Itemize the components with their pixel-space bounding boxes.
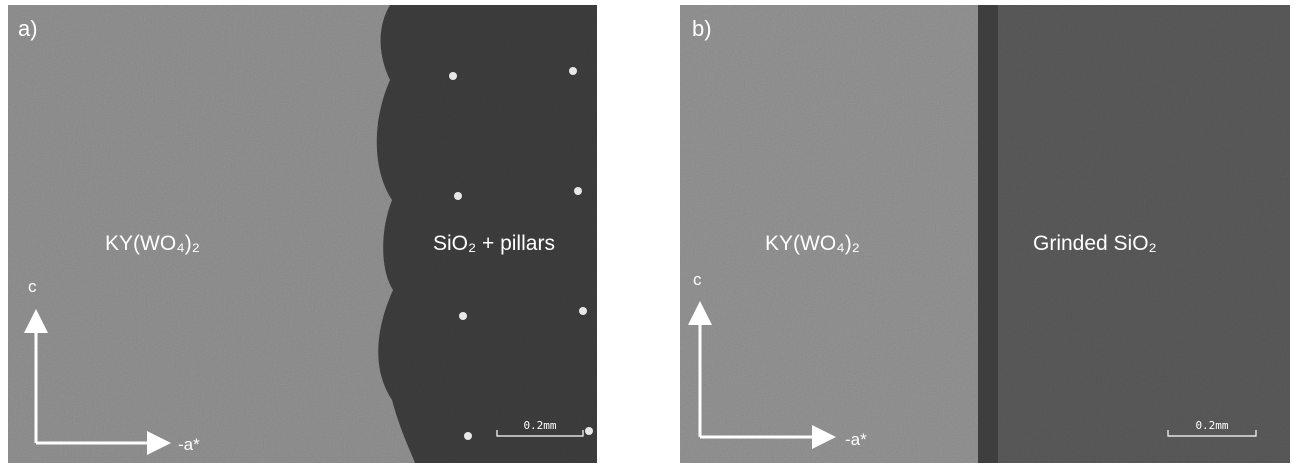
panel-a: a) KY(WO₄)₂ SiO₂ + pillars c -a* 0.2mm bbox=[8, 5, 597, 463]
region-label: KY(WO₄)₂ bbox=[765, 232, 860, 255]
axis-label: c bbox=[693, 270, 702, 289]
scale-bar-label: 0.2mm bbox=[523, 419, 556, 432]
axis-label: -a* bbox=[845, 430, 867, 449]
axis-label: -a* bbox=[178, 435, 200, 454]
figure: a) KY(WO₄)₂ SiO₂ + pillars c -a* 0.2mm b… bbox=[0, 0, 1294, 465]
panel-b: b) KY(WO₄)₂ Grinded SiO₂ c -a* 0.2mm bbox=[680, 5, 1290, 463]
axis-label: c bbox=[28, 277, 37, 296]
scale-bar-label: 0.2mm bbox=[1195, 419, 1228, 432]
interface bbox=[978, 5, 1000, 463]
panel-label: a) bbox=[18, 16, 38, 41]
region-label: Grinded SiO₂ bbox=[1033, 232, 1157, 255]
panel-label: b) bbox=[692, 16, 712, 41]
region-label: SiO₂ + pillars bbox=[433, 232, 555, 255]
region-label: KY(WO₄)₂ bbox=[105, 232, 200, 255]
